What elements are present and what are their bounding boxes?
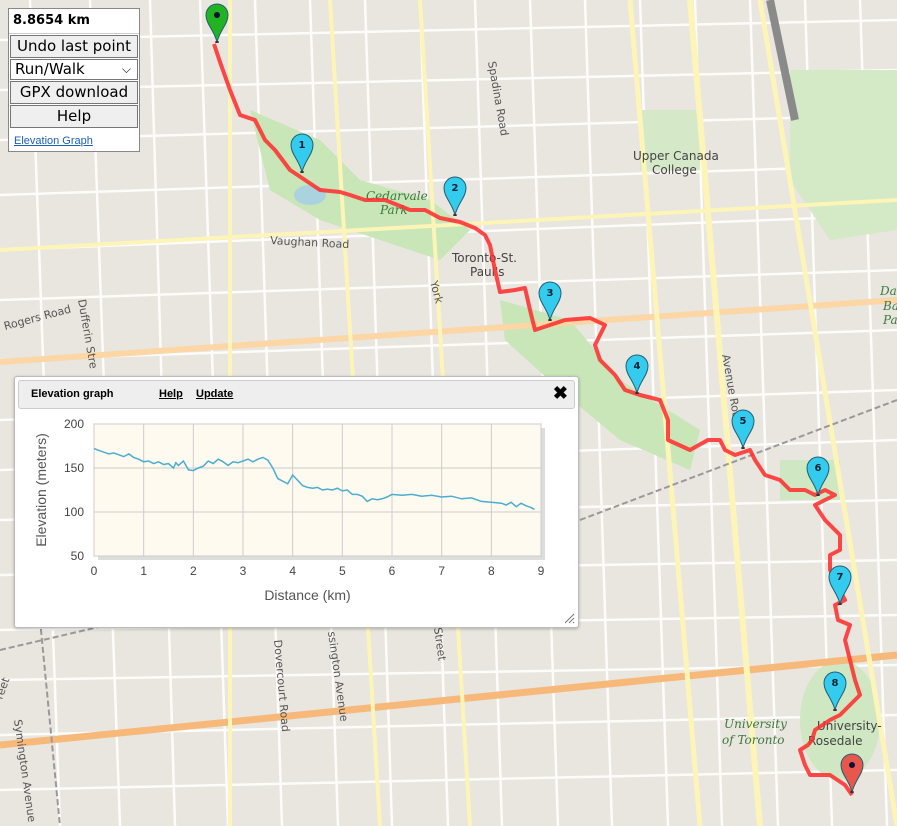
x-tick-label: 3 (240, 564, 247, 578)
y-tick-label: 100 (64, 505, 84, 519)
label-university-rosedale-1: University- (817, 719, 882, 733)
label-upper-canada-college-1: Upper Canada (633, 149, 719, 163)
plot-area (93, 423, 542, 557)
x-tick-label: 9 (538, 564, 545, 578)
label-university-of-toronto-1: University (724, 717, 787, 731)
elevation-window-title: Elevation graph (31, 388, 114, 400)
waypoint-marker-1[interactable]: 1 (290, 133, 314, 173)
marker-number: 2 (452, 183, 459, 194)
y-tick-label: 50 (71, 549, 85, 563)
route-markers[interactable]: 1 2 3 4 5 6 7 8 (205, 3, 864, 793)
label-york: York (427, 278, 446, 305)
elevation-chart: 0 1 2 3 4 5 6 7 8 9 50 100 150 200 Distance (km) Elevat… (33, 417, 545, 603)
end-marker-icon[interactable] (840, 753, 864, 793)
label-toronto-st-pauls-2: Paul's (470, 265, 505, 279)
marker-number: 5 (740, 416, 747, 427)
elevation-graph-link[interactable]: Elevation Graph (14, 135, 93, 147)
waypoint-marker-4[interactable]: 4 (625, 354, 649, 394)
x-tick-label: 5 (339, 564, 346, 578)
label-vaughan-road: Vaughan Road (270, 234, 350, 251)
elevation-window-header[interactable]: Elevation graph Help Update ✖ (18, 380, 575, 409)
y-tick-label: 200 (64, 417, 84, 431)
x-axis-title: Distance (km) (264, 587, 350, 603)
label-upper-canada-college-2: College (652, 163, 697, 177)
activity-mode-value: Run/Walk (15, 60, 85, 78)
marker-number: 6 (815, 463, 822, 474)
route-control-panel: 8.8654 km Undo last point Run/Walk ⌵ GPX… (8, 8, 140, 152)
route-distance: 8.8654 km (9, 9, 139, 34)
x-tick-label: 2 (190, 564, 197, 578)
marker-number: 3 (547, 288, 554, 299)
help-button[interactable]: Help (10, 105, 138, 128)
y-axis-title: Elevation (meters) (33, 433, 49, 547)
route-line (212, 43, 862, 797)
close-icon[interactable]: ✖ (552, 383, 568, 403)
x-tick-label: 0 (91, 564, 98, 578)
x-tick-label: 7 (438, 564, 445, 578)
x-tick-label: 1 (140, 564, 147, 578)
label-davenport-1: Dav (879, 284, 897, 298)
waypoint-marker-6[interactable]: 6 (806, 456, 830, 496)
label-university-of-toronto-2: of Toronto (722, 733, 785, 747)
x-tick-label: 6 (389, 564, 396, 578)
marker-number: 8 (832, 678, 839, 689)
marker-number: 1 (299, 140, 306, 151)
x-tick-label: 4 (289, 564, 296, 578)
label-toronto-st-pauls-1: Toronto-St. (451, 251, 517, 265)
y-tick-label: 150 (64, 461, 84, 475)
gpx-download-button[interactable]: GPX download (10, 81, 138, 104)
waypoint-marker-7[interactable]: 7 (828, 565, 852, 605)
waypoint-marker-5[interactable]: 5 (731, 409, 755, 449)
activity-mode-select[interactable]: Run/Walk ⌵ (10, 59, 138, 80)
marker-number: 4 (634, 361, 641, 372)
waypoint-marker-8[interactable]: 8 (823, 671, 847, 711)
elevation-update-link[interactable]: Update (196, 388, 234, 400)
label-bathurst-street: Street (431, 627, 449, 663)
label-davenport-2: Ba (882, 299, 897, 313)
label-davenport-3: Pa (882, 313, 897, 327)
marker-number: 7 (837, 572, 844, 583)
elevation-graph-window: Elevation graph Help Update ✖ 0 1 2 3 4 5 6 7 8 9… (14, 376, 579, 628)
elevation-series-line (93, 447, 535, 511)
resize-handle-icon[interactable] (563, 612, 575, 624)
start-marker-icon[interactable] (205, 3, 229, 43)
waypoint-marker-3[interactable]: 3 (538, 281, 562, 321)
elevation-help-link[interactable]: Help (159, 388, 183, 400)
chevron-down-icon: ⌵ (121, 62, 131, 76)
label-university-rosedale-2: Rosedale (808, 734, 862, 748)
undo-last-point-button[interactable]: Undo last point (10, 35, 138, 58)
x-tick-label: 8 (488, 564, 495, 578)
waypoint-marker-2[interactable]: 2 (443, 176, 467, 216)
